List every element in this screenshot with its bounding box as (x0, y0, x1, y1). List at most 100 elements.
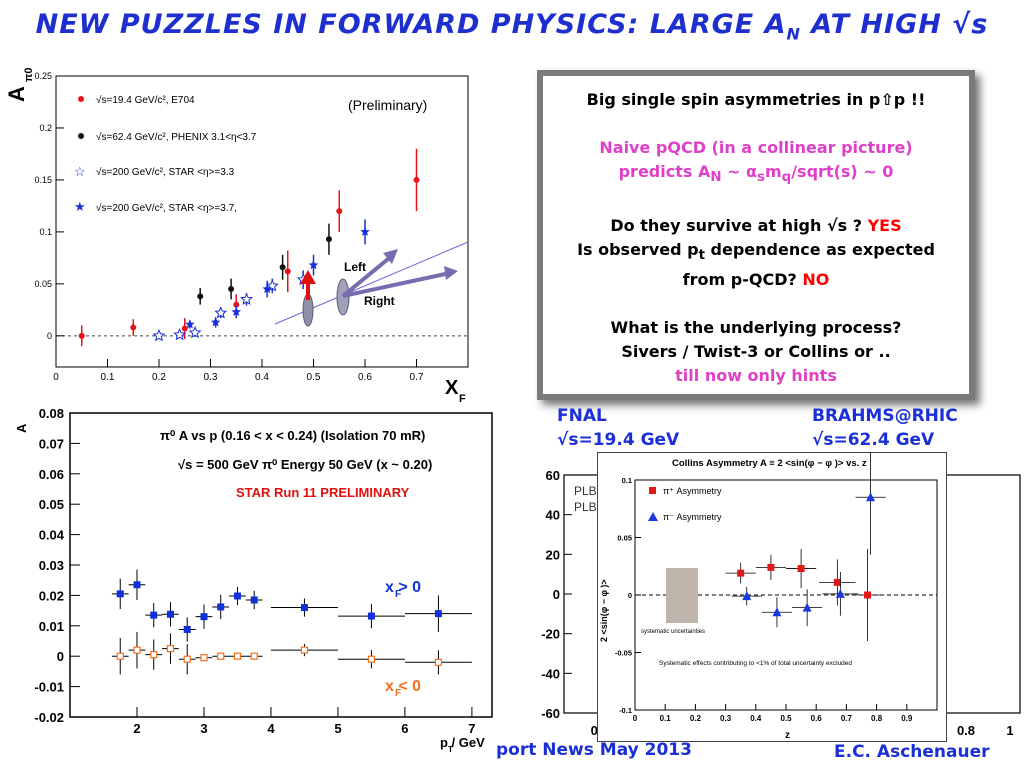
plot3-back-ytick-label: 40 (546, 508, 560, 523)
plot3-xtick-label: 0.8 (871, 714, 883, 723)
plot2-xlabel: p / GeV (440, 735, 485, 750)
plot3-title: Collins Asymmetry A ≡ 2 <sin(φ − φ )> vs… (672, 458, 867, 469)
plot2-ytick-label: 0.06 (39, 467, 64, 482)
legend-pi-minus-marker (648, 512, 658, 521)
plot3-xtick-label: 0.3 (720, 714, 732, 723)
plot2-ytick-label: -0.01 (34, 680, 64, 695)
textbox-line4: Do they survive at high √s ? YES (610, 216, 902, 236)
plot1-point (181, 325, 188, 332)
spin-proton-right (336, 278, 350, 316)
plot1-ytick-label: 0 (47, 331, 52, 341)
plot2-point-pos (116, 590, 124, 598)
plot2-point-pos (133, 581, 141, 589)
plot3-back-ytick-label: -60 (541, 706, 560, 721)
plot3-back-plb2: PLB (574, 500, 597, 514)
plot1-point (152, 329, 166, 342)
textbox-line1: Big single spin asymmetries in p⇧p !! (586, 90, 926, 109)
plot1-point (325, 236, 332, 243)
systematic-band (666, 568, 698, 623)
plot2-point-neg (250, 652, 258, 660)
textbox-line8: Sivers / Twist-3 or Collins or .. (621, 342, 891, 362)
arrow-right (342, 271, 451, 298)
plot1-point (210, 317, 221, 327)
plot2-xtick-label: 4 (267, 721, 275, 736)
plot3-xtick-label: 0.1 (660, 714, 672, 723)
plot3-xtick-label: 0.4 (750, 714, 762, 723)
textbox-line7: What is the underlying process? (610, 318, 902, 338)
plot2-xtick-label: 6 (401, 721, 408, 736)
plot3-back-xtick-label: 1 (1006, 723, 1013, 738)
plot3-back-ytick-label: 20 (546, 547, 560, 562)
plot2-title-line1: π⁰ A vs p (0.16 < x < 0.24) (Isolation 7… (160, 428, 425, 443)
plot1-point (130, 324, 137, 331)
plot3-ytick-label: -0.1 (619, 706, 632, 715)
label-xf-negative-sub: F (395, 688, 401, 699)
plot2-ylabel: A (14, 423, 29, 433)
plot2-ytick-label: 0.02 (39, 588, 64, 603)
plot2-point-pos (217, 603, 225, 611)
plot1-xtick-label: 0.3 (204, 372, 218, 383)
textbox-line9: till now only hints (675, 366, 837, 386)
plot1-point (197, 293, 204, 300)
syst-note: Systematic effects contributing to <1% o… (659, 660, 852, 667)
spin-diagram: Left Right (274, 241, 469, 327)
plot2-ytick-label: -0.02 (34, 710, 64, 725)
plot2-point-neg (233, 652, 242, 660)
plot1-point (240, 292, 254, 305)
label-xf-negative: x < 0 (385, 678, 421, 695)
plot3-xtick-label: 0 (633, 714, 638, 723)
plot2-xlabel-sub: T (448, 745, 453, 754)
plot1-ylabel: A (4, 86, 29, 102)
plot3-ytick-label: -0.05 (615, 649, 632, 658)
plot3-xtick-label: 0.7 (841, 714, 853, 723)
plot1-ytick-label: 0.15 (34, 175, 52, 185)
plot3-xtick-label: 0.5 (780, 714, 792, 723)
plot2-point-neg (434, 658, 443, 666)
plot2-ytick-label: 0.05 (39, 497, 64, 512)
label-xf-positive-sub: F (395, 589, 401, 600)
title-main: NEW PUZZLES IN FORWARD PHYSICS: LARGE A (35, 9, 787, 40)
plot2-point-neg (150, 651, 158, 659)
arrow-left (341, 253, 395, 298)
plot1-ytick-label: 0.25 (34, 71, 52, 81)
plot2-point-neg (116, 652, 124, 660)
plot1-point (279, 264, 286, 271)
plot2-xtick-label: 7 (468, 721, 475, 736)
plot1-point (336, 208, 343, 215)
plot3-point-pi-plus (833, 578, 841, 586)
plot2-point-neg (183, 655, 191, 663)
plot3-back-xtick-label: 0.8 (957, 723, 975, 738)
plot3-back-ytick-label: 0 (553, 587, 560, 602)
plot1-ytick-label: 0.1 (39, 227, 52, 237)
plot3-back-ytick-label: -20 (541, 627, 560, 642)
plot3-xtick-label: 0.6 (811, 714, 823, 723)
plot3-ytick-label: 0 (628, 591, 632, 600)
textbox-line3: predicts AN ~ αsmq/sqrt(s) ~ 0 (618, 162, 894, 186)
plot3-back-plb1: PLB (574, 484, 597, 498)
plot1-ylabel-sup: π0 (23, 67, 35, 82)
textbox-line5: Is observed pt dependence as expected (577, 240, 935, 264)
plot3-point-pi-minus (835, 588, 845, 598)
plot1-xtick-label: 0.1 (101, 372, 115, 383)
plot3-xtick-label: 0.9 (901, 714, 913, 723)
plot1-xtick-label: 0.2 (152, 372, 166, 383)
title-subscript: N (786, 24, 801, 44)
plot2-point-pos (367, 612, 375, 620)
plot3-ylabel: 2 <sin(φ − φ )> (599, 579, 609, 642)
label-brahms: BRAHMS@RHIC (812, 406, 958, 426)
plot2-point-pos (150, 611, 158, 619)
plot3-xtick-label: 0.2 (690, 714, 702, 723)
plot2-ytick-label: 0.03 (39, 558, 64, 573)
legend-entry-star33: √s=200 GeV/c², STAR <η>=3.3 (96, 166, 235, 178)
legend-pi-plus-marker (649, 487, 656, 494)
plot1-point (78, 332, 85, 339)
plot1-preliminary: (Preliminary) (348, 97, 427, 113)
plot1-point (360, 226, 370, 236)
plot1-xtick-label: 0.5 (307, 372, 321, 383)
textbox-line6: from p-QCD? NO (682, 270, 830, 290)
plot3-xlabel: z (785, 730, 790, 741)
plot3-back-ytick-label: 60 (546, 468, 560, 483)
footer-center: port News May 2013 (496, 740, 692, 760)
plot2-point-neg (367, 655, 376, 663)
plot1-point (413, 176, 420, 183)
